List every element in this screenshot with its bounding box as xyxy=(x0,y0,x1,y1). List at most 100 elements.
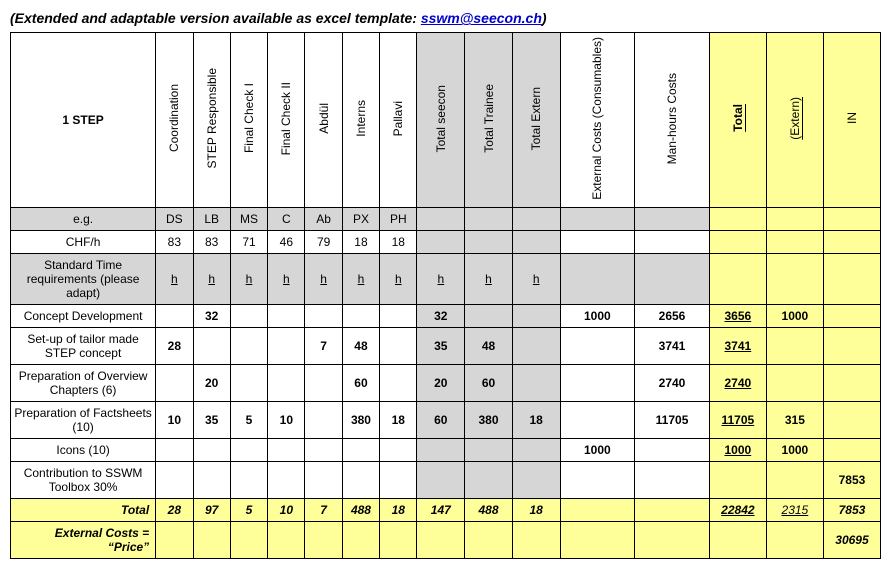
cell xyxy=(560,207,635,230)
cell xyxy=(560,521,635,558)
cell: 147 xyxy=(417,498,465,521)
cell: 2656 xyxy=(635,304,710,327)
data-row: Set-up of tailor made STEP concept287483… xyxy=(11,327,881,364)
cell xyxy=(268,461,305,498)
row-label: Preparation of Overview Chapters (6) xyxy=(11,364,156,401)
note-prefix: (Extended and adaptable version availabl… xyxy=(10,10,421,26)
cell xyxy=(380,364,417,401)
cell xyxy=(512,327,560,364)
row-label: Contribution to SSWM Toolbox 30% xyxy=(11,461,156,498)
cell xyxy=(560,461,635,498)
col-in: IN xyxy=(823,33,880,208)
row-label: Preparation of Factsheets (10) xyxy=(11,401,156,438)
cell: 18 xyxy=(380,230,417,253)
cell: 60 xyxy=(417,401,465,438)
cell: 28 xyxy=(156,327,193,364)
cell xyxy=(766,461,823,498)
row-label: CHF/h xyxy=(11,230,156,253)
cell xyxy=(766,253,823,304)
col-manhours-costs: Man-hours Costs xyxy=(635,33,710,208)
data-row: Preparation of Factsheets (10)1035510380… xyxy=(11,401,881,438)
cell: 18 xyxy=(342,230,379,253)
cell: h xyxy=(193,253,230,304)
note-suffix: ) xyxy=(542,10,547,26)
data-row: Icons (10)100010001000 xyxy=(11,438,881,461)
cell xyxy=(417,207,465,230)
cell: C xyxy=(268,207,305,230)
cell xyxy=(560,401,635,438)
cell: 2740 xyxy=(709,364,766,401)
cell xyxy=(766,207,823,230)
eg-row: e.g.DSLBMSCAbPXPH xyxy=(11,207,881,230)
cell: 1000 xyxy=(560,304,635,327)
data-row: Preparation of Overview Chapters (6)2060… xyxy=(11,364,881,401)
cell xyxy=(230,521,267,558)
cell: 2315 xyxy=(766,498,823,521)
header-row: 1 STEP Coordination STEP Responsible Fin… xyxy=(11,33,881,208)
cell xyxy=(417,438,465,461)
header-note: (Extended and adaptable version availabl… xyxy=(10,10,881,26)
cell xyxy=(193,438,230,461)
chf-row: CHF/h83837146791818 xyxy=(11,230,881,253)
cell xyxy=(156,364,193,401)
cell xyxy=(635,461,710,498)
cell xyxy=(230,364,267,401)
header-step: 1 STEP xyxy=(11,33,156,208)
cell: 11705 xyxy=(635,401,710,438)
cell: 30695 xyxy=(823,521,880,558)
std-row: Standard Time requirements (please adapt… xyxy=(11,253,881,304)
cell: 10 xyxy=(268,401,305,438)
cell xyxy=(465,461,513,498)
cell: 35 xyxy=(417,327,465,364)
cell: h xyxy=(465,253,513,304)
cell: 1000 xyxy=(766,304,823,327)
cell: 35 xyxy=(193,401,230,438)
cell: 2740 xyxy=(635,364,710,401)
cell xyxy=(512,461,560,498)
cell xyxy=(230,438,267,461)
cell: PH xyxy=(380,207,417,230)
cell xyxy=(766,521,823,558)
cell: h xyxy=(156,253,193,304)
cell: 83 xyxy=(193,230,230,253)
cell: 60 xyxy=(465,364,513,401)
email-link[interactable]: sswm@seecon.ch xyxy=(421,10,542,26)
cell xyxy=(268,327,305,364)
cell xyxy=(305,304,342,327)
cell: h xyxy=(342,253,379,304)
cell xyxy=(230,461,267,498)
cell: 32 xyxy=(193,304,230,327)
cell xyxy=(156,461,193,498)
cell: 1000 xyxy=(560,438,635,461)
cell xyxy=(512,364,560,401)
cell xyxy=(193,461,230,498)
cell xyxy=(230,304,267,327)
cell: 3741 xyxy=(635,327,710,364)
cell xyxy=(709,461,766,498)
cell: 380 xyxy=(342,401,379,438)
cell xyxy=(305,521,342,558)
col-total-extern: Total Extern xyxy=(512,33,560,208)
cell xyxy=(709,207,766,230)
row-label: Concept Development xyxy=(11,304,156,327)
col-final-check-2: Final Check II xyxy=(268,33,305,208)
cell xyxy=(268,364,305,401)
data-row: Concept Development32321000265636561000 xyxy=(11,304,881,327)
cell: 1000 xyxy=(709,438,766,461)
cell xyxy=(417,461,465,498)
cell xyxy=(342,521,379,558)
cell: LB xyxy=(193,207,230,230)
cell: 83 xyxy=(156,230,193,253)
cell xyxy=(823,304,880,327)
cell xyxy=(268,438,305,461)
cell: DS xyxy=(156,207,193,230)
row-label: e.g. xyxy=(11,207,156,230)
cell xyxy=(823,253,880,304)
cell: 79 xyxy=(305,230,342,253)
cell xyxy=(512,230,560,253)
cell xyxy=(465,521,513,558)
row-label: Total xyxy=(11,498,156,521)
cell xyxy=(709,230,766,253)
cell: 71 xyxy=(230,230,267,253)
cell: 18 xyxy=(380,401,417,438)
